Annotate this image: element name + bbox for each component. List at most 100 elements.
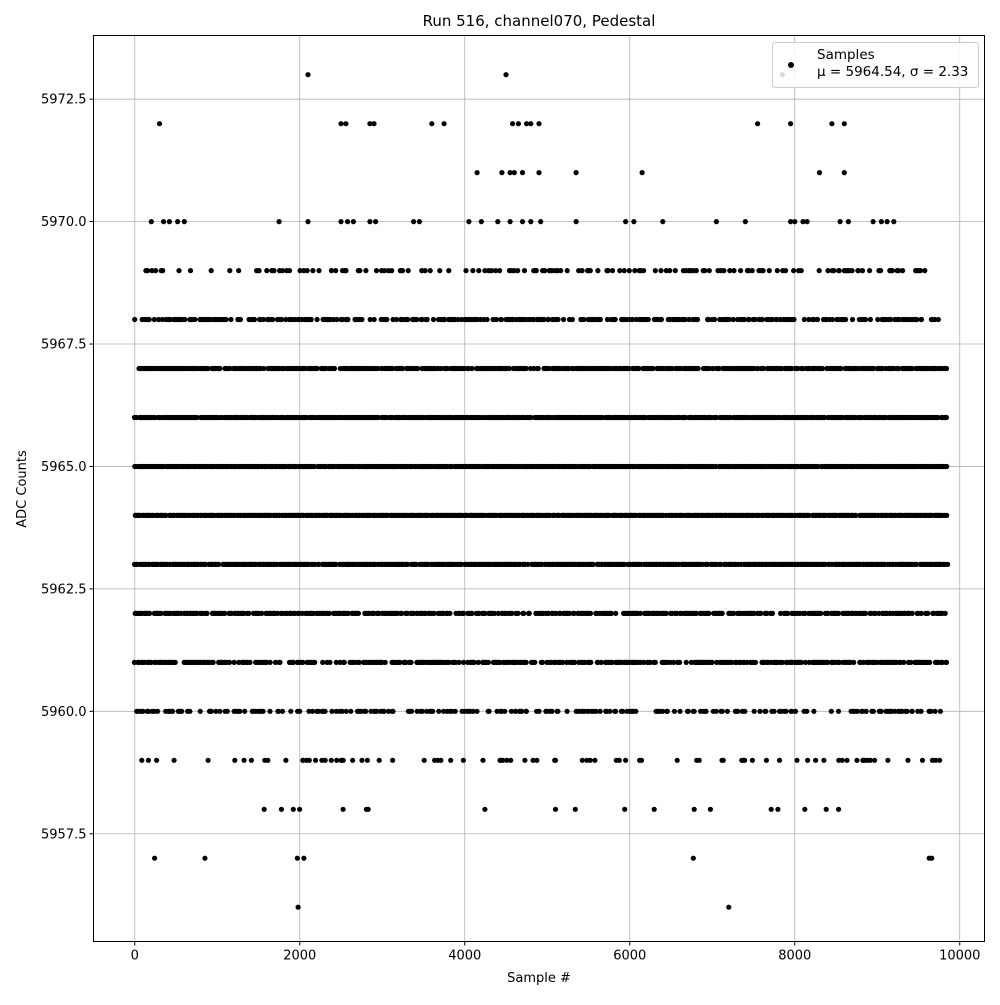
data-point	[448, 757, 454, 763]
data-point	[446, 659, 452, 666]
data-point	[863, 708, 869, 714]
data-point	[617, 268, 623, 274]
plot-frame	[93, 35, 985, 942]
data-point	[571, 610, 577, 617]
data-point	[419, 316, 425, 323]
data-point	[399, 610, 405, 617]
data-point	[564, 268, 570, 274]
data-point	[623, 219, 629, 225]
data-point	[181, 219, 187, 225]
data-point	[297, 806, 303, 812]
data-point	[851, 659, 857, 666]
data-point	[519, 708, 525, 714]
data-point	[297, 708, 303, 714]
data-point	[320, 659, 326, 666]
data-point	[845, 219, 852, 225]
data-point	[399, 268, 406, 274]
data-point	[802, 806, 808, 812]
data-point	[749, 268, 755, 274]
legend-stats: μ = 5964.54, σ = 2.33	[817, 64, 968, 80]
data-point	[182, 316, 188, 323]
data-point	[608, 610, 614, 617]
data-point	[660, 219, 666, 225]
legend-marker	[788, 62, 794, 68]
data-point	[375, 365, 381, 372]
data-point	[145, 268, 151, 274]
data-point	[208, 708, 214, 714]
data-point	[760, 268, 766, 274]
data-point	[555, 708, 561, 714]
data-point	[928, 708, 934, 714]
data-point	[552, 806, 559, 812]
data-point	[896, 268, 902, 274]
data-point	[374, 708, 380, 714]
data-point	[696, 757, 702, 763]
data-point	[802, 610, 808, 617]
data-point	[560, 659, 566, 666]
data-point	[241, 757, 247, 763]
data-point	[495, 610, 501, 617]
data-point	[658, 268, 664, 274]
data-point	[909, 610, 915, 617]
data-point	[836, 659, 843, 666]
data-point	[566, 610, 573, 617]
data-point	[202, 855, 208, 861]
data-point	[475, 659, 481, 666]
data-point	[798, 659, 805, 666]
data-point	[712, 316, 718, 323]
data-point	[613, 610, 619, 617]
data-point	[411, 219, 417, 225]
data-point	[437, 268, 443, 274]
data-point	[509, 610, 515, 617]
data-point	[327, 659, 333, 666]
data-point	[414, 365, 421, 372]
data-point	[837, 219, 843, 225]
data-point	[690, 855, 696, 861]
data-point	[373, 219, 379, 225]
data-point	[521, 610, 527, 617]
data-point	[146, 316, 152, 323]
data-point	[348, 708, 354, 714]
data-point	[875, 316, 881, 323]
data-point	[179, 708, 185, 714]
data-point	[541, 316, 547, 323]
data-point	[427, 268, 433, 274]
data-point	[363, 268, 369, 274]
data-point	[885, 757, 891, 763]
data-point	[841, 121, 847, 127]
data-point	[751, 708, 757, 714]
data-point	[267, 708, 273, 714]
data-point	[534, 757, 540, 763]
data-point	[261, 806, 267, 812]
data-point	[485, 659, 491, 666]
data-point	[791, 316, 797, 323]
data-point	[922, 268, 928, 274]
data-point	[613, 708, 619, 714]
data-point	[430, 708, 436, 714]
data-point	[145, 757, 151, 763]
data-point	[345, 219, 351, 225]
data-point	[651, 806, 657, 812]
data-point	[482, 268, 488, 274]
data-point	[187, 708, 193, 714]
data-point	[343, 121, 349, 127]
data-point	[205, 365, 211, 372]
data-point	[650, 365, 656, 372]
data-point	[783, 708, 789, 714]
data-point	[724, 708, 731, 714]
data-point	[373, 268, 380, 274]
data-point	[224, 708, 230, 714]
data-point	[710, 365, 716, 372]
data-point	[870, 219, 876, 225]
data-point	[194, 414, 200, 421]
data-point	[829, 316, 836, 323]
data-point	[436, 708, 442, 714]
y-tick-label: 5965.0	[41, 460, 87, 475]
data-point	[569, 316, 576, 323]
data-point	[533, 268, 539, 274]
data-point	[542, 268, 548, 274]
data-point	[597, 708, 603, 714]
data-point	[909, 365, 915, 372]
data-point	[405, 268, 411, 274]
data-point	[474, 708, 480, 714]
